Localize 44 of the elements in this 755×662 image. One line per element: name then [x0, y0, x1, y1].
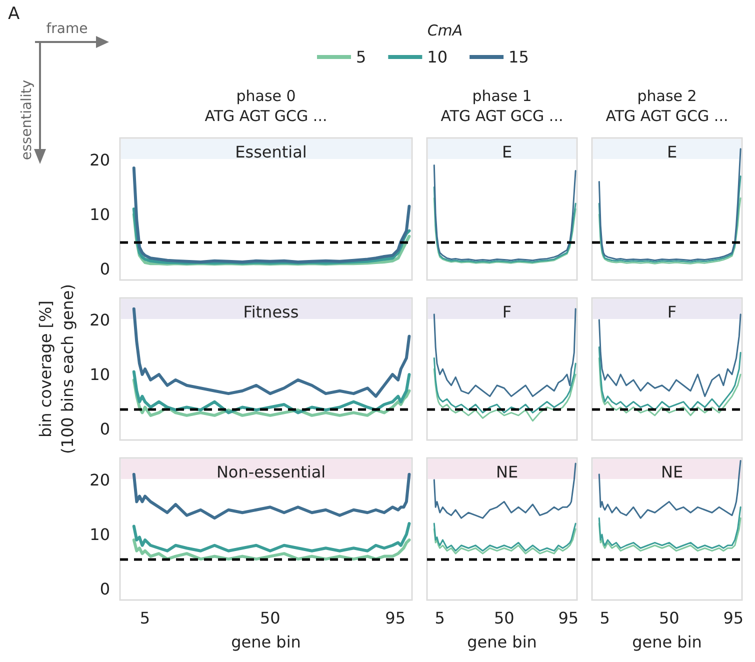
y-tick-label: 20: [90, 150, 110, 170]
text: phase 0: [236, 87, 296, 105]
x-tick-label: 5: [140, 608, 150, 628]
text: ATG AGT GCG ...: [440, 107, 564, 125]
y-tick-label: 10: [90, 204, 110, 224]
chart-title: E: [502, 142, 512, 162]
x-tick-label: 50: [494, 608, 514, 628]
x-axis-title: gene bin: [632, 632, 702, 652]
chart-title: Essential: [235, 142, 307, 162]
y-tick-label: 10: [90, 364, 110, 384]
text: phase 1: [472, 87, 532, 105]
text: essentiality: [19, 80, 35, 160]
y-axis-title: bin coverage [%] (100 bins each gene): [36, 284, 78, 454]
legend-label: 15: [508, 48, 529, 66]
x-tick-label: 95: [723, 608, 744, 628]
legend-label: 5: [356, 48, 366, 66]
legend-title: CmA: [427, 22, 463, 40]
text: frame: [46, 21, 88, 37]
x-tick-label: 5: [600, 608, 610, 628]
x-axis-title: gene bin: [467, 632, 537, 652]
x-tick-label: 50: [658, 608, 680, 628]
y-tick-label: 10: [90, 524, 110, 544]
chart-title: F: [502, 302, 512, 322]
chart-title: Non-essential: [216, 462, 326, 482]
y-tick-label: 20: [90, 310, 110, 330]
chart-title: Fitness: [243, 302, 299, 322]
text: ATG AGT GCG ...: [204, 107, 328, 125]
chart-title: NE: [496, 462, 518, 482]
legend-label: 10: [427, 48, 448, 66]
text: ATG AGT GCG ...: [606, 107, 728, 125]
text: phase 2: [637, 87, 697, 105]
text: A: [8, 4, 20, 24]
chart-title: NE: [660, 462, 684, 482]
y-tick-label: 0: [100, 420, 110, 439]
x-tick-label: 5: [434, 608, 445, 628]
x-tick-label: 95: [385, 608, 406, 628]
chart-title: E: [666, 142, 678, 162]
y-tick-label: 20: [90, 470, 110, 490]
y-tick-label: 0: [100, 580, 110, 599]
y-tick-label: 0: [100, 260, 110, 279]
chart-title: F: [667, 302, 677, 322]
x-axis-title: gene bin: [231, 632, 301, 652]
x-tick-label: 95: [558, 608, 579, 628]
x-tick-label: 50: [260, 608, 280, 628]
